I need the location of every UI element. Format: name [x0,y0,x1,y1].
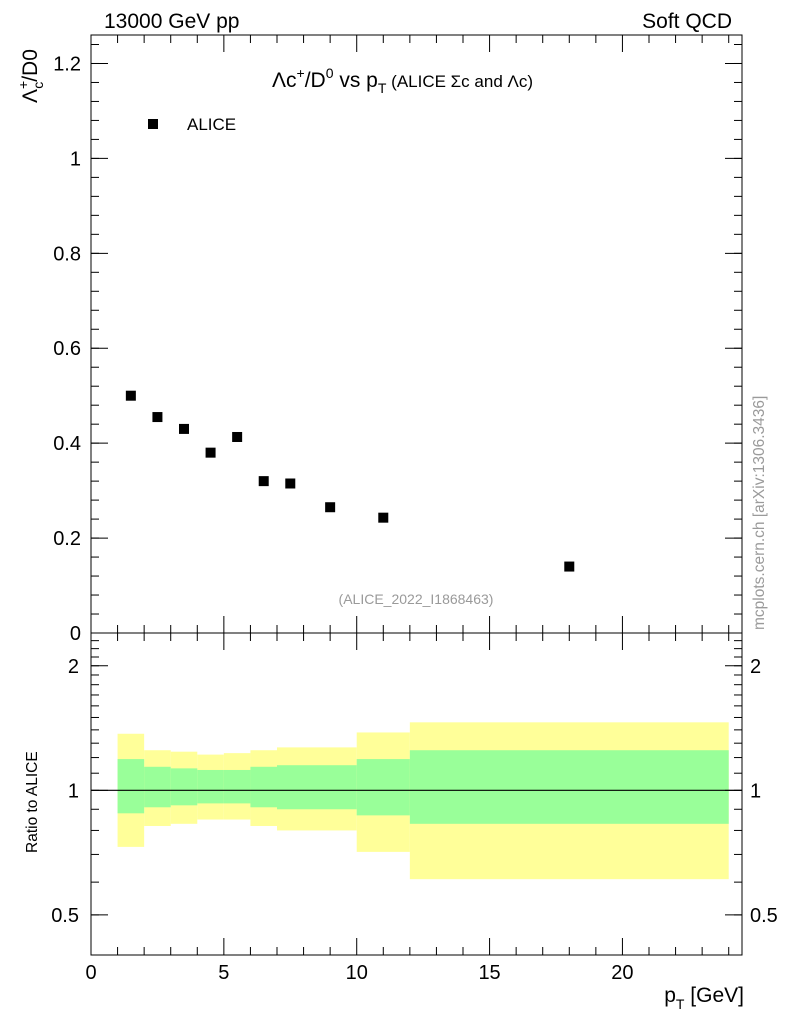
ylabel-sup: + [15,81,31,89]
legend-marker [148,119,158,129]
ratio-inner-band [356,759,410,816]
y-tick-label: 0.2 [53,528,81,550]
y-tick-label: 1.2 [53,53,81,75]
ratio-y-tick-label-left: 1 [68,780,79,802]
ylabel-main: Λ [19,89,42,103]
ratio-inner-band [170,768,198,806]
title-sup1: + [297,65,305,81]
ylabel-tail: /D0 [19,49,42,82]
main-y-ticks: 0 0.2 0.4 0.6 0.8 1 1.2 [53,43,742,645]
main-data-points [125,390,575,572]
data-point [152,412,163,423]
ratio-inner-band [277,765,357,810]
main-y-axis-label: Λ+c/D0 [15,49,46,103]
ratio-y-tick-label-left: 2 [68,656,79,678]
data-point [378,512,389,523]
legend-label: ALICE [187,115,236,134]
chart-title: Λc+/D0 vs pT (ALICE Σc and Λc) [272,65,533,96]
ratio-y-ticks: 0.5 0.5 1 1 2 2 [51,640,778,956]
x-tick-label: 0 [85,962,96,984]
ratio-x-ticks: 0 5 10 15 20 [85,633,730,984]
x-axis-label: pT [GeV] [664,984,744,1012]
ratio-y-tick-label-left: 0.5 [51,905,79,927]
ratio-inner-band [117,759,145,814]
ratio-inner-band [144,766,171,808]
y-tick-label: 0.4 [53,433,81,455]
ratio-bands [117,722,729,880]
ratio-frame [90,632,743,956]
category-label: Soft QCD [642,10,732,33]
ratio-inner-band [223,769,251,804]
x-tick-label: 15 [478,962,500,984]
title-sub: T [378,80,387,96]
title-vs: vs p [334,69,378,92]
ratio-y-tick-label-right: 1 [750,780,761,802]
data-point [205,447,216,458]
title-mid: /D [305,69,326,92]
energy-label: 13000 GeV pp [104,10,239,33]
main-x-ticks [90,35,730,633]
y-tick-label: 0.6 [53,338,81,360]
data-point [325,502,336,513]
ratio-inner-band [250,766,277,808]
ylabel-sub: c [30,82,46,89]
title-main: Λc [272,69,297,92]
x-tick-label: 5 [218,962,229,984]
y-tick-label: 0.8 [53,243,81,265]
ratio-y-tick-label-right: 2 [750,656,761,678]
y-tick-label: 1 [70,148,81,170]
data-point [258,476,269,487]
title-tail: (ALICE Σc and Λc) [386,72,533,91]
y-tick-label: 0 [70,623,81,645]
data-point [285,478,296,489]
ratio-inner-band [409,750,729,824]
xlabel-sub: T [676,996,685,1012]
x-tick-label: 20 [611,962,633,984]
analysis-label: (ALICE_2022_I1868463) [339,591,494,607]
data-point [232,431,243,442]
data-point [179,423,189,434]
watermark-label: mcplots.cern.ch [arXiv:1306.3436] [751,396,768,630]
x-tick-label: 10 [346,962,368,984]
data-point [125,390,136,401]
title-sup2: 0 [326,65,334,81]
ratio-y-axis-label: Ratio to ALICE [24,751,41,853]
data-point [564,561,575,572]
xlabel-tail: [GeV] [684,984,744,1007]
ratio-inner-band [197,769,224,804]
xlabel-main: p [664,984,676,1007]
ratio-y-tick-label-right: 0.5 [750,905,778,927]
